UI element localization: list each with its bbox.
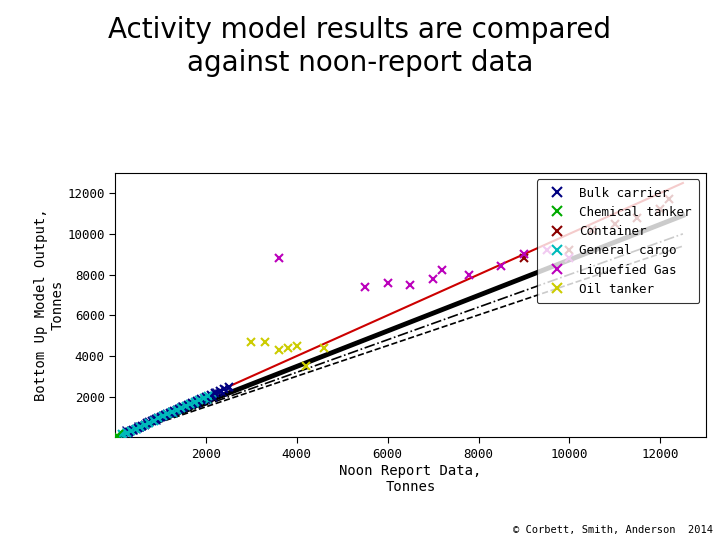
X-axis label: Noon Report Data,
Tonnes: Noon Report Data, Tonnes — [339, 464, 482, 494]
Y-axis label: Bottom Up Model Output,
Tonnes: Bottom Up Model Output, Tonnes — [35, 209, 65, 401]
Text: Activity model results are compared
against noon-report data: Activity model results are compared agai… — [109, 16, 611, 77]
Legend: Bulk carrier, Chemical tanker, Container, General cargo, Liquefied Gas, Oil tank: Bulk carrier, Chemical tanker, Container… — [537, 179, 699, 303]
Text: © Corbett, Smith, Anderson  2014: © Corbett, Smith, Anderson 2014 — [513, 524, 713, 535]
